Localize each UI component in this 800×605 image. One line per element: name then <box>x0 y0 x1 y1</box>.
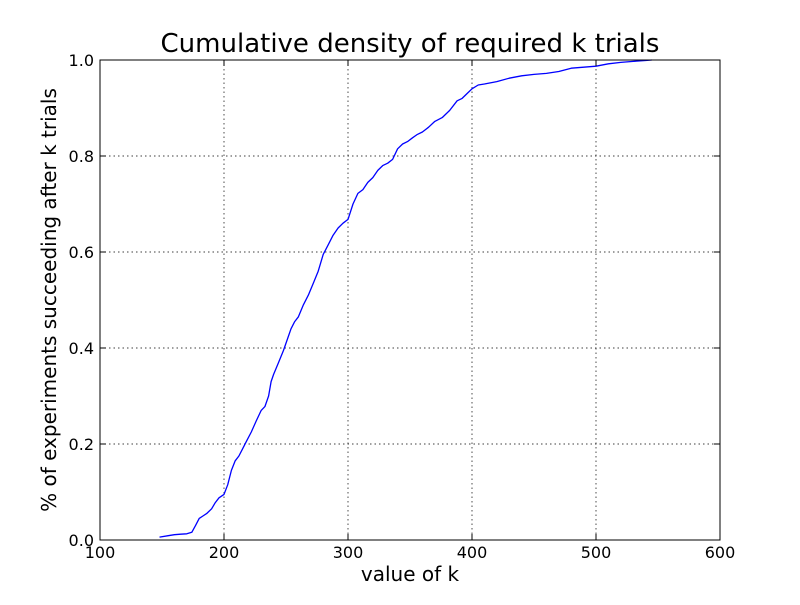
y-tick-label: 1.0 <box>69 51 94 70</box>
x-axis-label: value of k <box>361 562 460 586</box>
y-tick-label: 0.4 <box>69 339 94 358</box>
x-tick-label: 300 <box>333 543 364 562</box>
series-group <box>159 59 652 538</box>
y-tick-label: 0.6 <box>69 243 94 262</box>
cdf-series-line <box>159 59 652 538</box>
plot-frame <box>99 59 721 541</box>
axis-ticks <box>99 59 721 541</box>
y-tick-label: 0.2 <box>69 435 94 454</box>
grid-lines <box>100 60 720 540</box>
x-tick-label: 200 <box>209 543 240 562</box>
chart-title: Cumulative density of required k trials <box>161 29 660 59</box>
y-tick-labels: 0.0 0.2 0.4 0.6 0.8 1.0 <box>69 51 94 550</box>
x-tick-labels: 100 200 300 400 500 600 <box>85 543 736 562</box>
y-tick-label: 0.0 <box>69 531 94 550</box>
x-tick-label: 400 <box>457 543 488 562</box>
y-tick-label: 0.8 <box>69 147 94 166</box>
y-axis-label: % of experiments succeeding after k tria… <box>37 88 61 512</box>
x-tick-label: 100 <box>85 543 116 562</box>
x-tick-label: 600 <box>705 543 736 562</box>
x-tick-label: 500 <box>581 543 612 562</box>
